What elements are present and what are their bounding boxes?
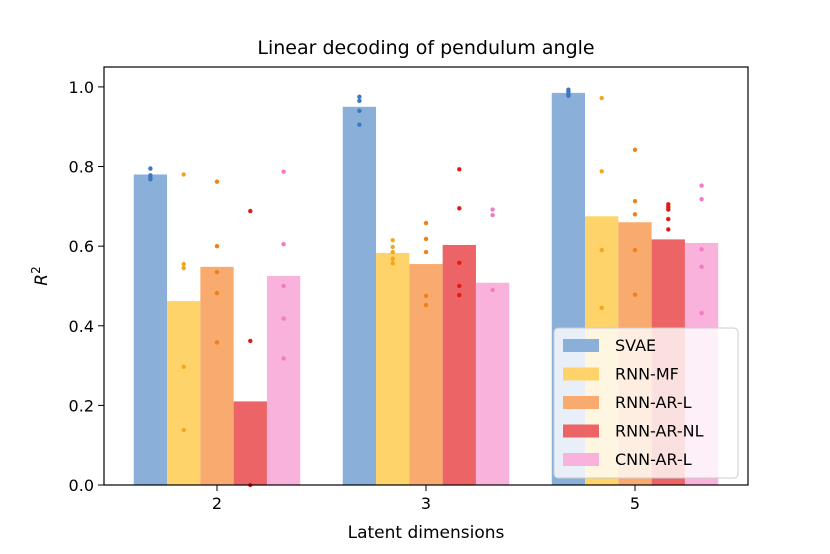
legend-label-rnn-ar-l: RNN-AR-L [615,393,692,412]
point-rnn-ar-nl-3-2 [457,260,462,266]
y-tick-label: 0.0 [69,476,94,495]
point-cnn-ar-l-3-0 [490,207,495,212]
point-rnn-mf-5-0 [599,95,604,101]
x-tick-label: 3 [421,494,431,513]
point-rnn-mf-2-1 [181,261,186,267]
point-rnn-ar-nl-3-1 [457,206,462,211]
point-rnn-ar-l-5-1 [632,198,638,204]
point-cnn-ar-l-2-2 [281,283,286,289]
bar-svae-2 [133,174,168,486]
bar-rnn-mf-2 [167,301,201,485]
legend-swatch-rnn-ar-nl [563,424,599,438]
point-rnn-ar-l-3-1 [423,236,429,242]
point-rnn-ar-nl-2-0 [248,208,253,214]
y-tick-label: 0.2 [69,396,94,415]
point-rnn-mf-3-0 [390,237,395,243]
y-tick-label: 0.8 [69,158,94,177]
point-rnn-ar-nl-2-1 [248,338,253,344]
y-axis-label-superscript: 2 [29,266,43,274]
point-rnn-mf-2-2 [181,265,186,271]
point-rnn-mf-2-4 [181,427,186,433]
point-svae-3-3 [357,122,362,127]
point-rnn-mf-3-3 [390,256,395,262]
point-cnn-ar-l-5-2 [699,247,704,252]
y-axis-label-base: R [32,274,52,286]
point-rnn-mf-5-2 [599,247,604,253]
point-rnn-mf-3-2 [390,249,395,255]
bar-rnn-mf-3 [376,252,410,485]
point-rnn-ar-l-2-2 [214,269,220,275]
x-tick-label: 2 [212,494,222,513]
point-rnn-ar-nl-3-4 [457,292,462,298]
point-rnn-ar-l-3-2 [423,249,429,255]
point-rnn-ar-nl-3-0 [457,167,462,172]
y-tick-label: 0.4 [69,317,94,336]
point-svae-5-3 [566,93,571,98]
legend-swatch-cnn-ar-l [563,453,599,466]
legend-label-cnn-ar-l: CNN-AR-L [615,450,692,469]
point-rnn-mf-2-3 [181,364,186,369]
legend: SVAE RNN-MF RNN-AR-L RNN-AR-NL CNN-AR-L [553,327,739,479]
point-rnn-mf-3-1 [390,244,395,250]
point-rnn-ar-l-3-3 [423,293,429,299]
points-layer [148,87,704,488]
point-svae-3-0 [357,94,362,100]
y-tick-label: 1.0 [69,78,94,97]
point-rnn-ar-l-5-4 [632,292,638,297]
bar-cnn-ar-l-3 [475,282,510,485]
point-rnn-ar-l-2-1 [214,243,220,249]
point-cnn-ar-l-2-3 [281,316,286,321]
point-cnn-ar-l-2-0 [281,169,286,174]
point-cnn-ar-l-2-4 [281,356,286,361]
point-cnn-ar-l-5-1 [699,196,704,202]
legend-label-svae: SVAE [615,336,656,355]
point-cnn-ar-l-2-1 [281,241,286,247]
point-svae-3-2 [357,108,362,113]
bar-rnn-ar-l-2 [200,266,234,485]
point-svae-3-1 [357,98,362,104]
point-rnn-mf-5-3 [599,305,604,311]
point-cnn-ar-l-3-2 [490,287,495,293]
point-cnn-ar-l-5-0 [699,183,704,188]
point-rnn-ar-nl-5-2 [666,207,671,212]
y-axis-label: R2 [29,266,52,285]
point-rnn-ar-l-2-3 [214,290,220,296]
point-cnn-ar-l-3-1 [490,212,495,218]
point-rnn-mf-2-0 [181,172,186,177]
point-rnn-ar-l-5-3 [632,247,638,253]
point-cnn-ar-l-5-4 [699,310,704,316]
point-rnn-ar-l-3-4 [423,302,429,308]
x-axis: 2 3 5 [212,485,640,513]
legend-label-rnn-ar-nl: RNN-AR-NL [615,422,704,441]
x-axis-label: Latent dimensions [348,523,505,543]
x-tick-label: 5 [630,494,640,513]
chart-title: Linear decoding of pendulum angle [257,37,594,59]
bar-rnn-ar-l-3 [409,264,443,485]
bar-svae-3 [342,106,377,485]
point-rnn-ar-l-3-0 [423,220,429,226]
point-rnn-ar-nl-3-3 [457,283,462,289]
point-svae-2-3 [148,177,153,182]
point-rnn-ar-l-2-4 [214,340,220,345]
point-rnn-ar-nl-5-3 [666,216,671,222]
legend-box [553,327,739,479]
bar-rnn-ar-nl-2 [233,401,267,485]
y-axis: 0.0 0.2 0.4 0.6 0.8 1.0 [69,78,104,495]
bar-cnn-ar-l-2 [266,276,301,485]
point-rnn-ar-l-2-0 [214,179,220,184]
point-rnn-ar-nl-5-4 [666,227,671,232]
legend-swatch-rnn-mf [563,367,599,381]
point-rnn-ar-l-5-0 [632,147,638,152]
legend-label-rnn-mf: RNN-MF [615,365,679,384]
legend-swatch-rnn-ar-l [563,396,599,409]
point-cnn-ar-l-5-3 [699,264,704,270]
point-svae-2-0 [148,166,153,171]
point-rnn-mf-5-1 [599,169,604,174]
legend-swatch-svae [563,339,599,352]
point-rnn-mf-3-4 [390,261,395,266]
bar-rnn-ar-nl-3 [442,244,476,485]
point-rnn-ar-l-5-2 [632,212,638,217]
y-tick-label: 0.6 [69,237,94,256]
